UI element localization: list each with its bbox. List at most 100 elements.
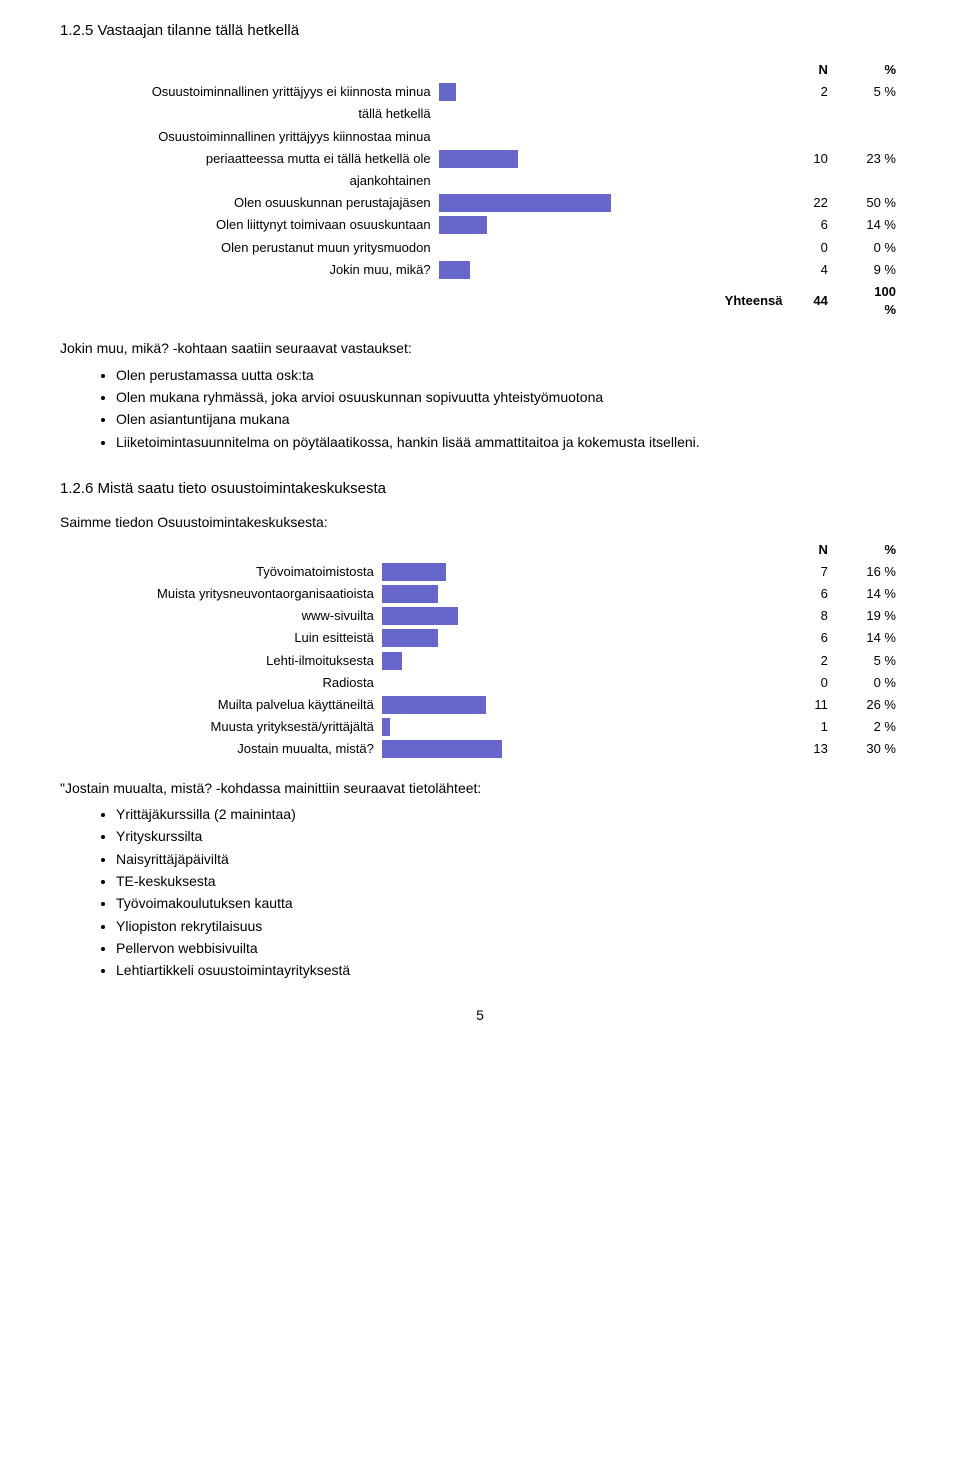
table-row: Olen osuuskunnan perustajajäsen2250 %	[60, 192, 900, 214]
chart-row-pct: 5 %	[832, 650, 900, 672]
chart-row-pct: 14 %	[832, 214, 900, 236]
chart-row-pct: 5 %	[832, 81, 900, 103]
table-row: Olen perustanut muun yritysmuodon 00 %	[60, 237, 900, 259]
chart-row-label: Muusta yrityksestä/yrittäjältä	[60, 716, 378, 738]
chart-1-header: N %	[60, 59, 900, 81]
followup-2-intro: "Jostain muualta, mistä? -kohdassa maini…	[60, 779, 900, 799]
chart-row-n: 10	[786, 148, 831, 170]
chart-2-header: N %	[60, 539, 900, 561]
list-item: Olen perustamassa uutta osk:ta	[116, 365, 900, 385]
followup-2-list: Yrittäjäkurssilla (2 mainintaa)Yrityskur…	[116, 804, 900, 980]
chart-row-label: Lehti-ilmoituksesta	[60, 650, 378, 672]
chart-bar	[378, 650, 787, 672]
table-row: Osuustoiminnallinen yrittäjyys kiinnosta…	[60, 126, 900, 148]
chart-row-n: 1	[786, 716, 831, 738]
chart-row-label: Jostain muualta, mistä?	[60, 738, 378, 760]
chart-row-label: Olen perustanut muun yritysmuodon	[60, 237, 435, 259]
chart-row-pct: 14 %	[832, 627, 900, 649]
chart-1-header-n: N	[786, 59, 831, 81]
chart-row-n: 8	[786, 605, 831, 627]
chart-1-header-pct: %	[832, 59, 900, 81]
chart-bar	[435, 148, 787, 170]
chart-bar	[378, 716, 787, 738]
chart-bar	[435, 237, 787, 259]
list-item: Työvoimakoulutuksen kautta	[116, 893, 900, 913]
chart-bar	[435, 81, 787, 103]
chart-row-label: Työvoimatoimistosta	[60, 561, 378, 583]
chart-row-pct: 14 %	[832, 583, 900, 605]
chart-2: N % Työvoimatoimistosta716 %Muista yrity…	[60, 539, 900, 761]
chart-row-label: Osuustoiminnallinen yrittäjyys ei kiinno…	[60, 81, 435, 103]
chart-row-pct: 19 %	[832, 605, 900, 627]
list-item: Olen asiantuntijana mukana	[116, 409, 900, 429]
list-item: Yrityskurssilta	[116, 826, 900, 846]
chart-row-n: 4	[786, 259, 831, 281]
followup-1-list: Olen perustamassa uutta osk:taOlen mukan…	[116, 365, 900, 452]
chart-1: N % Osuustoiminnallinen yrittäjyys ei ki…	[60, 59, 900, 321]
chart-row-n: 0	[786, 672, 831, 694]
table-row: www-sivuilta 819 %	[60, 605, 900, 627]
chart-row-n: 22	[786, 192, 831, 214]
chart-row-n: 2	[786, 650, 831, 672]
chart-bar	[378, 583, 787, 605]
table-row: Olen liittynyt toimivaan osuuskuntaan 614…	[60, 214, 900, 236]
chart-row-n: 6	[786, 214, 831, 236]
chart-row-pct: 23 %	[832, 148, 900, 170]
table-row: ajankohtainen	[60, 170, 900, 192]
chart-1-total: Yhteensä 44 100%	[60, 281, 900, 321]
chart-row-label: Muilta palvelua käyttäneiltä	[60, 694, 378, 716]
chart-row-label: tällä hetkellä	[60, 103, 435, 125]
table-row: Radiosta 00 %	[60, 672, 900, 694]
page-number: 5	[60, 1006, 900, 1026]
chart-row-n: 0	[786, 237, 831, 259]
chart-row-label: Olen liittynyt toimivaan osuuskuntaan	[60, 214, 435, 236]
table-row: periaatteessa mutta ei tällä hetkellä ol…	[60, 148, 900, 170]
chart-1-total-n: 44	[786, 281, 831, 321]
chart-bar	[378, 672, 787, 694]
list-item: Naisyrittäjäpäiviltä	[116, 849, 900, 869]
table-row: Luin esitteistä 614 %	[60, 627, 900, 649]
chart-row-label: Muista yritysneuvontaorganisaatioista	[60, 583, 378, 605]
chart-row-label: Radiosta	[60, 672, 378, 694]
chart-row-pct: 16 %	[832, 561, 900, 583]
chart-row-n: 11	[786, 694, 831, 716]
table-row: Muilta palvelua käyttäneiltä 1126 %	[60, 694, 900, 716]
chart-1-total-pct: 100%	[832, 281, 900, 321]
section-2-title: 1.2.6 Mistä saatu tieto osuustoimintakes…	[60, 478, 900, 499]
chart-bar	[378, 605, 787, 627]
chart-row-pct: 9 %	[832, 259, 900, 281]
list-item: Lehtiartikkeli osuustoimintayrityksestä	[116, 960, 900, 980]
chart-row-n: 2	[786, 81, 831, 103]
table-row: Työvoimatoimistosta716 %	[60, 561, 900, 583]
chart-bar	[435, 214, 787, 236]
chart-bar	[378, 561, 787, 583]
table-row: Jokin muu, mikä?49 %	[60, 259, 900, 281]
list-item: Liiketoimintasuunnitelma on pöytälaatiko…	[116, 432, 900, 452]
chart-row-label: periaatteessa mutta ei tällä hetkellä ol…	[60, 148, 435, 170]
table-row: Osuustoiminnallinen yrittäjyys ei kiinno…	[60, 81, 900, 103]
chart-row-label: Osuustoiminnallinen yrittäjyys kiinnosta…	[60, 126, 435, 148]
list-item: Olen mukana ryhmässä, joka arvioi osuusk…	[116, 387, 900, 407]
chart-row-pct: 26 %	[832, 694, 900, 716]
chart-row-pct: 0 %	[832, 237, 900, 259]
table-row: Muista yritysneuvontaorganisaatioista 614…	[60, 583, 900, 605]
table-row: Lehti-ilmoituksesta 25 %	[60, 650, 900, 672]
chart-bar	[378, 738, 787, 760]
chart-row-n: 6	[786, 583, 831, 605]
chart-row-pct: 2 %	[832, 716, 900, 738]
chart-row-n: 13	[786, 738, 831, 760]
table-row: Jostain muualta, mistä?1330 %	[60, 738, 900, 760]
chart-row-label: www-sivuilta	[60, 605, 378, 627]
section-2-subtitle: Saimme tiedon Osuustoimintakeskuksesta:	[60, 513, 900, 533]
section-1-title: 1.2.5 Vastaajan tilanne tällä hetkellä	[60, 20, 900, 41]
list-item: Yrittäjäkurssilla (2 mainintaa)	[116, 804, 900, 824]
chart-row-n: 6	[786, 627, 831, 649]
chart-bar	[378, 627, 787, 649]
chart-bar	[435, 192, 787, 214]
chart-bar	[435, 259, 787, 281]
chart-row-label: Luin esitteistä	[60, 627, 378, 649]
list-item: Yliopiston rekrytilaisuus	[116, 916, 900, 936]
list-item: TE-keskuksesta	[116, 871, 900, 891]
chart-row-pct: 0 %	[832, 672, 900, 694]
chart-2-header-pct: %	[832, 539, 900, 561]
